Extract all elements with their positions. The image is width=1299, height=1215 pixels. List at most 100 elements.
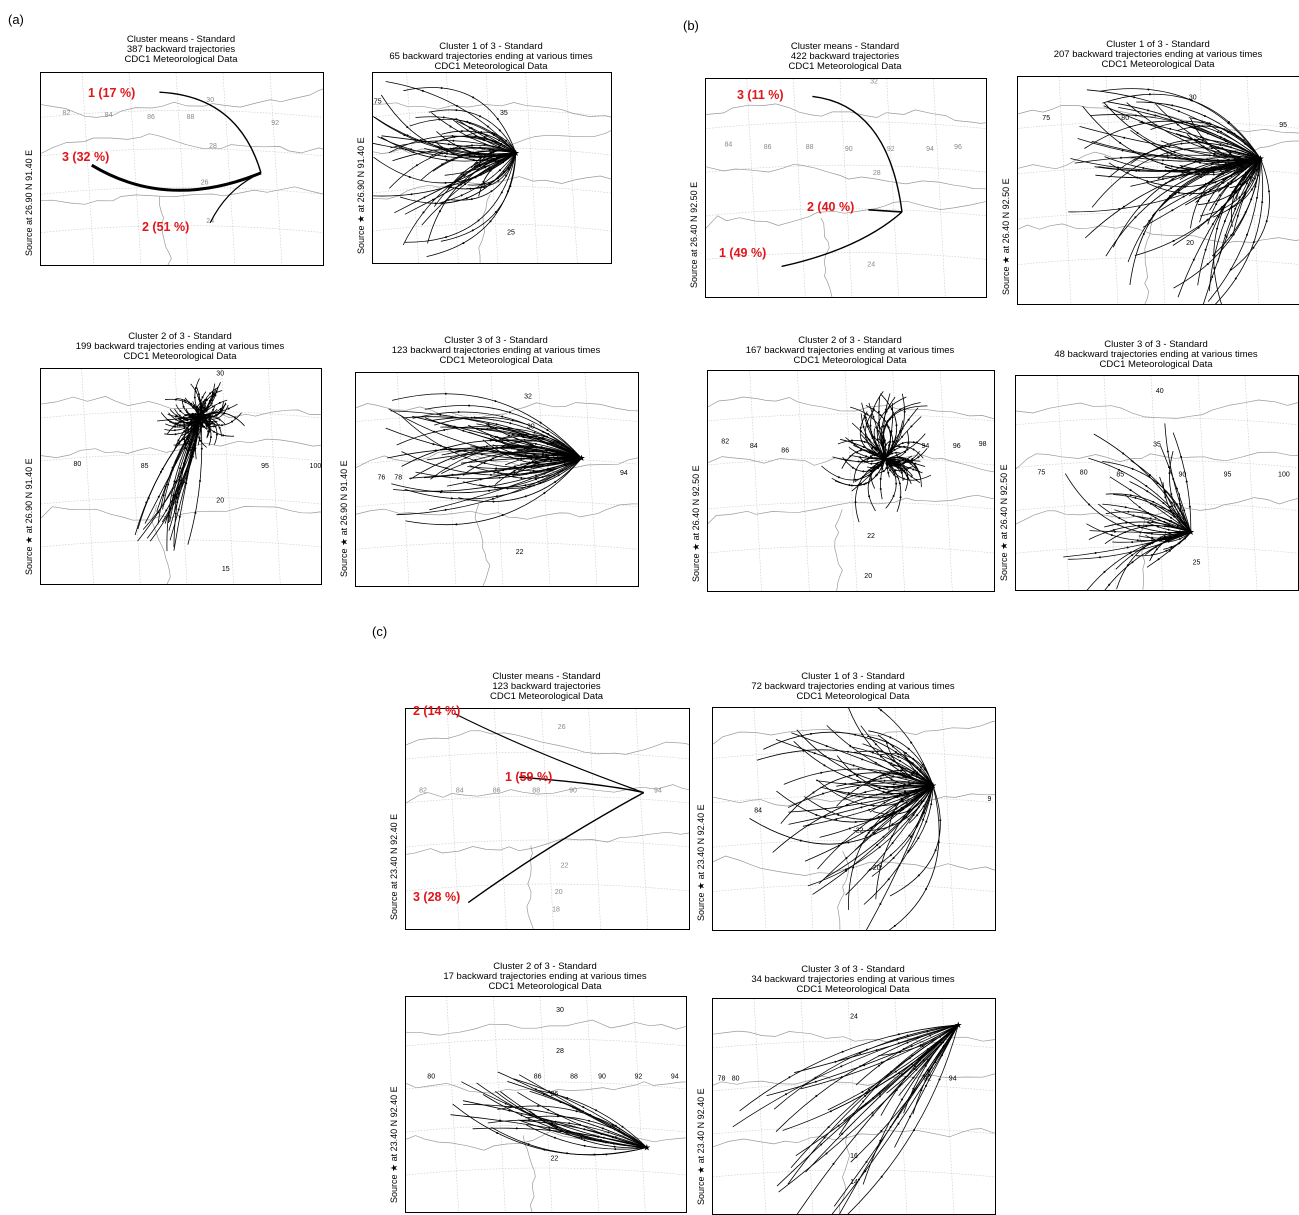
map-grid bbox=[1018, 77, 1299, 304]
border-line bbox=[406, 1081, 686, 1094]
border-line bbox=[706, 200, 986, 229]
trajectory-marker bbox=[183, 423, 186, 426]
trajectory-marker bbox=[827, 1126, 830, 1129]
trajectory-marker bbox=[860, 430, 863, 433]
panel-title-line3: CDC1 Meteorological Data bbox=[788, 61, 902, 72]
trajectory-marker bbox=[908, 834, 911, 837]
trajectory-marker bbox=[215, 414, 218, 417]
trajectory-marker bbox=[601, 1127, 604, 1130]
trajectory-marker bbox=[1175, 487, 1178, 490]
trajectory-marker bbox=[835, 818, 838, 821]
trajectory-marker bbox=[479, 115, 481, 118]
trajectory-marker bbox=[202, 425, 205, 428]
source-prefix: Source at bbox=[689, 246, 699, 288]
panel-title-line3: CDC1 Meteorological Data bbox=[796, 691, 910, 702]
trajectory-marker bbox=[886, 467, 889, 470]
trajectory-marker bbox=[486, 125, 489, 128]
trajectory-marker bbox=[825, 745, 828, 748]
trajectory-marker bbox=[865, 1160, 868, 1163]
trajectory-marker bbox=[862, 425, 865, 428]
source-lon: 92.40 E bbox=[389, 813, 399, 845]
trajectory-marker bbox=[899, 430, 902, 432]
trajectory-marker bbox=[503, 144, 506, 147]
trajectory-marker bbox=[444, 181, 447, 184]
trajectory-marker bbox=[421, 151, 424, 154]
latitude-line bbox=[1018, 166, 1299, 175]
trajectory-marker bbox=[1217, 149, 1220, 152]
source-axis-label: Source at 26.90 N 91.40 E bbox=[24, 150, 34, 256]
trajectory-marker bbox=[1230, 205, 1233, 208]
trajectory-marker bbox=[546, 429, 549, 431]
trajectory-marker bbox=[208, 399, 211, 402]
trajectory-marker bbox=[443, 429, 446, 431]
trajectory-marker bbox=[1136, 131, 1139, 134]
trajectory-marker bbox=[922, 805, 925, 808]
panel-title-line2: 34 backward trajectories ending at vario… bbox=[751, 974, 955, 985]
longitude-line bbox=[753, 708, 767, 930]
tick-label: 94 bbox=[949, 1076, 957, 1083]
trajectory-marker bbox=[496, 450, 499, 453]
trajectory-marker bbox=[912, 1087, 915, 1090]
trajectory-marker bbox=[566, 1097, 569, 1099]
trajectory-marker bbox=[1176, 123, 1179, 126]
border-line bbox=[713, 720, 995, 745]
trajectory-marker bbox=[195, 408, 198, 411]
trajectory-marker bbox=[1158, 539, 1161, 542]
source-prefix: Source ★ at bbox=[24, 523, 34, 575]
trajectory-marker bbox=[832, 1162, 835, 1165]
trajectory-marker bbox=[1226, 185, 1229, 188]
trajectory-marker bbox=[1129, 489, 1132, 492]
trajectory-marker bbox=[501, 514, 504, 517]
trajectory-marker bbox=[456, 477, 459, 480]
tick-label: 26 bbox=[201, 179, 209, 186]
trajectory-marker bbox=[494, 469, 497, 472]
trajectory bbox=[1068, 531, 1191, 560]
map-frame: 75 35 25 ★ bbox=[372, 72, 612, 264]
trajectory-marker bbox=[929, 1034, 932, 1037]
map-frame: 40 35 75 80 85 90 95 100 25 ★ bbox=[1015, 375, 1299, 591]
trajectory-marker bbox=[939, 1035, 941, 1038]
trajectory-marker bbox=[523, 438, 526, 441]
trajectory-marker bbox=[901, 442, 904, 445]
trajectory-marker bbox=[531, 460, 534, 463]
latitude-line bbox=[713, 1083, 995, 1092]
trajectory-marker bbox=[1122, 205, 1125, 208]
trajectory-marker bbox=[921, 1045, 924, 1048]
trajectory-marker bbox=[814, 1076, 817, 1079]
trajectory-marker bbox=[209, 392, 212, 395]
trajectory-marker bbox=[219, 408, 222, 410]
trajectory-marker bbox=[491, 497, 494, 500]
trajectory-marker bbox=[856, 779, 859, 782]
trajectory-marker bbox=[442, 116, 445, 119]
trajectory-marker bbox=[868, 808, 871, 811]
trajectory-marker bbox=[498, 129, 501, 132]
longitude-line bbox=[1197, 376, 1211, 590]
trajectory-marker bbox=[1168, 145, 1171, 148]
trajectory-marker bbox=[211, 405, 214, 408]
latitude-line bbox=[406, 1124, 686, 1133]
trajectory-marker bbox=[1227, 159, 1229, 162]
trajectory-marker bbox=[1220, 130, 1222, 133]
trajectory-marker bbox=[441, 202, 444, 205]
trajectory-marker bbox=[847, 792, 850, 794]
trajectory-marker bbox=[1201, 139, 1204, 142]
trajectory-marker bbox=[907, 747, 910, 750]
trajectory-marker bbox=[1234, 277, 1237, 280]
trajectory-marker bbox=[197, 413, 200, 416]
trajectory-marker bbox=[1149, 502, 1152, 505]
tick-label: 80 bbox=[74, 461, 82, 468]
latitude-line bbox=[1016, 460, 1298, 468]
border-line bbox=[373, 102, 611, 118]
longitude-line bbox=[128, 73, 142, 265]
trajectory-marker bbox=[872, 407, 875, 410]
tick-label: 20 bbox=[864, 573, 872, 580]
trajectory-marker bbox=[510, 1105, 512, 1108]
trajectory-bundle bbox=[385, 392, 582, 526]
trajectory-marker bbox=[862, 446, 865, 448]
trajectory-marker bbox=[534, 460, 537, 463]
panel-title-line1: Cluster means - Standard bbox=[492, 671, 601, 682]
trajectory-marker bbox=[1207, 199, 1210, 202]
trajectory-marker bbox=[1134, 114, 1137, 117]
trajectory-marker bbox=[1165, 539, 1168, 542]
trajectory-marker bbox=[1253, 177, 1256, 180]
